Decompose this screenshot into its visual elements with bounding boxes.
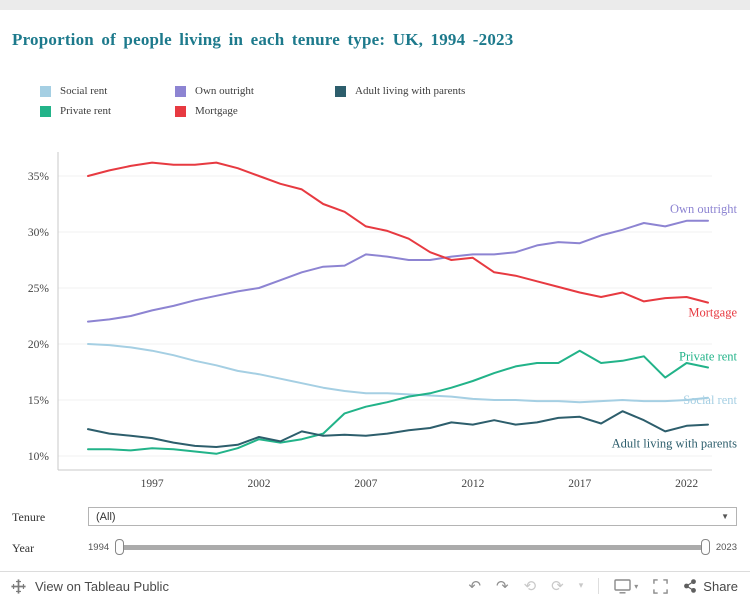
year-slider-handle-right[interactable] (700, 539, 710, 555)
undo-icon[interactable]: ↶ (468, 576, 482, 595)
display-icon (614, 578, 631, 594)
x-tick-label: 1997 (141, 478, 164, 490)
year-slider-handle-left[interactable] (115, 539, 125, 555)
toolbar-divider (598, 578, 600, 594)
series-end-label: Adult living with parents (612, 437, 737, 451)
series-line-social-rent[interactable] (87, 343, 709, 404)
series-end-label: Private rent (679, 350, 737, 364)
year-slider-track[interactable] (115, 539, 710, 555)
legend-swatch (175, 105, 186, 117)
tenure-selected-value: (All) (96, 510, 116, 523)
series-end-label: Social rent (683, 393, 737, 407)
year-min-value: 1994 (88, 541, 110, 553)
x-tick-label: 2007 (354, 478, 377, 490)
legend-swatch (40, 85, 51, 97)
refresh-icon[interactable]: ⟳ (551, 576, 564, 595)
toolbar-actions: ↶ ↷ ⟲ ⟳ ▾ ▾ (468, 578, 738, 594)
y-tick-label: 30% (28, 227, 50, 239)
display-options-button[interactable]: ▾ (614, 578, 639, 594)
view-on-tableau-public-link[interactable]: View on Tableau Public (10, 578, 169, 595)
legend-item[interactable]: Social rent (40, 85, 175, 97)
fullscreen-icon (653, 578, 669, 594)
display-caret-icon: ▾ (634, 581, 639, 591)
year-range-slider: 1994 2023 (88, 538, 737, 556)
series-line-adult-living-with-parents[interactable] (87, 410, 709, 448)
legend-swatch (175, 85, 186, 97)
chart-area: 10% 15% 20% 25% 30% 35% 1997 2002 2007 2012 2017 20… (0, 138, 750, 496)
revert-icon[interactable]: ⟲ (523, 576, 537, 595)
series-end-label: Own outright (670, 202, 738, 216)
year-label: Year (12, 541, 35, 555)
redo-icon[interactable]: ↷ (496, 576, 509, 595)
tableau-logo-icon (11, 578, 26, 594)
y-tick-label: 15% (28, 395, 50, 407)
view-on-tableau-label: View on Tableau Public (35, 578, 169, 594)
share-label: Share (703, 578, 738, 594)
x-tick-label: 2022 (675, 478, 698, 490)
x-tick-label: 2017 (568, 478, 591, 490)
footer-toolbar: View on Tableau Public ↶ ↷ ⟲ ⟳ ▾ ▾ (0, 571, 750, 600)
legend-item[interactable]: Adult living with parents (335, 85, 465, 97)
legend-item[interactable]: Private rent (40, 105, 175, 117)
chevron-down-icon: ▼ (721, 512, 729, 521)
series-end-label: Mortgage (688, 306, 737, 320)
legend-label: Social rent (60, 85, 108, 97)
series-line-own-outright[interactable] (87, 219, 709, 323)
year-max-value: 2023 (715, 541, 737, 553)
y-tick-label: 10% (28, 451, 50, 463)
legend-label: Adult living with parents (355, 85, 466, 97)
legend-swatch (335, 85, 346, 97)
y-tick-label: 20% (28, 339, 50, 351)
tenure-label: Tenure (12, 510, 46, 524)
year-slider-range (120, 545, 705, 550)
legend-swatch (40, 105, 51, 117)
tenure-select[interactable]: (All) ▼ (88, 507, 737, 526)
page-top-strip (0, 0, 750, 10)
fullscreen-button[interactable] (653, 578, 669, 594)
page-title: Proportion of people living in each tenu… (12, 30, 514, 49)
y-tick-label: 25% (28, 283, 50, 295)
series-line-mortgage[interactable] (87, 161, 709, 304)
series-line-private-rent[interactable] (87, 349, 709, 455)
legend-item[interactable]: Own outright (175, 85, 335, 97)
share-nodes-icon (684, 579, 697, 593)
legend-label: Private rent (60, 105, 112, 117)
x-tick-label: 2012 (461, 478, 484, 490)
legend-label: Own outright (195, 85, 254, 97)
legend-item[interactable]: Mortgage (175, 105, 335, 117)
legend-label: Mortgage (195, 105, 238, 117)
tenure-line-chart[interactable]: 10% 15% 20% 25% 30% 35% 1997 2002 2007 2012 2017 20… (0, 138, 750, 496)
legend: Social rent Private rent Own outright Mortg… (40, 81, 465, 121)
share-button[interactable]: Share (683, 579, 738, 594)
y-tick-label: 35% (28, 171, 50, 183)
x-tick-label: 2002 (248, 478, 271, 490)
toolbar-caret-icon[interactable]: ▾ (578, 580, 584, 591)
